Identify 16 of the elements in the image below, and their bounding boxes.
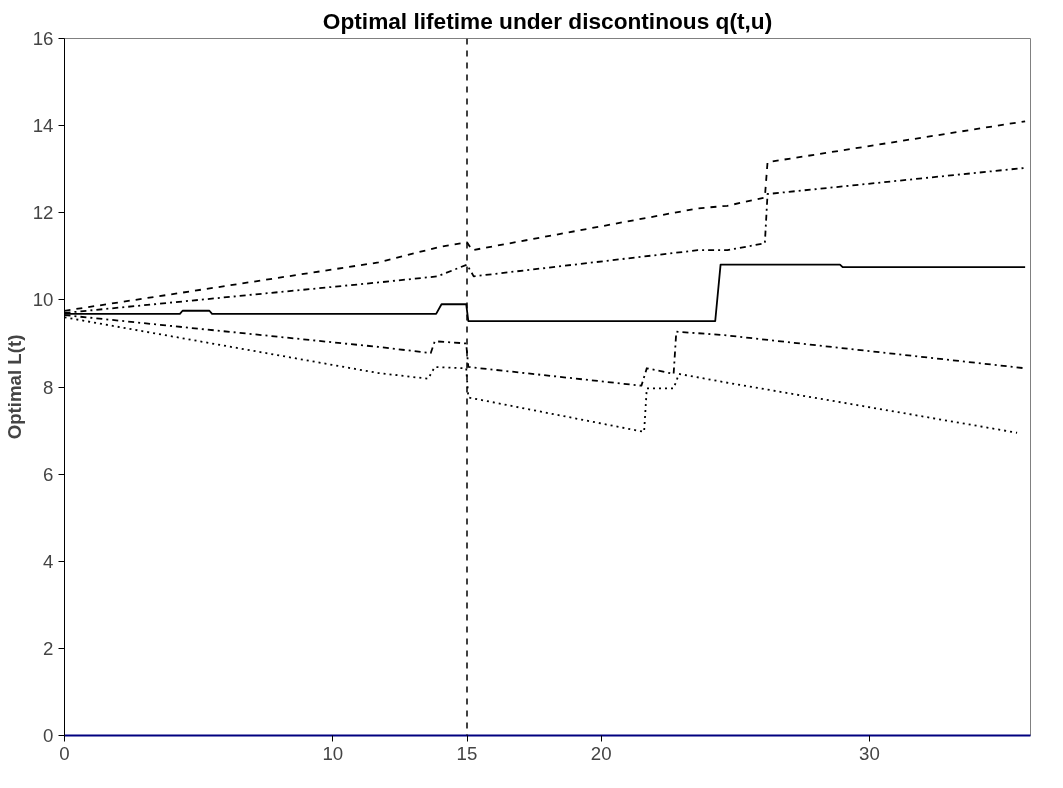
y-tick-label: 16 [32,28,54,49]
y-tick-label: 14 [32,115,54,137]
chart-title: Optimal lifetime under discontinous q(t,u) [322,7,773,34]
x-tick-label: 10 [322,742,344,764]
x-tick-label: 20 [590,742,612,764]
x-tick-label: 30 [859,742,880,764]
y-tick-label: 12 [32,202,54,224]
y-tick-label: 10 [32,289,54,311]
y-tick-label: 8 [43,376,54,398]
y-tick-label: 6 [43,463,54,485]
y-tick-label: 2 [43,637,54,659]
x-tick-label: 0 [59,742,70,764]
y-tick-label: 4 [43,550,54,572]
y-tick-label: 0 [43,725,54,746]
x-tick-label: 15 [456,742,478,764]
y-axis-title: Optimal L(t) [3,334,25,440]
